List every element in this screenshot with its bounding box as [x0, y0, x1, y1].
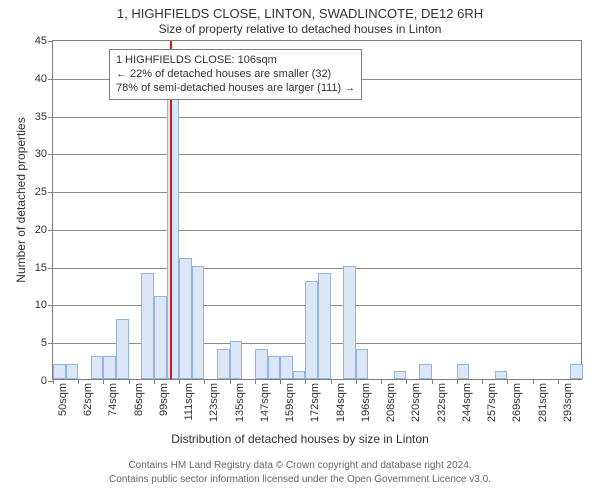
grid-line — [53, 268, 581, 269]
grid-line — [53, 192, 581, 193]
x-tick — [230, 379, 231, 384]
histogram-bar — [394, 371, 407, 379]
histogram-bar — [255, 349, 268, 379]
x-tick-label: 74sqm — [107, 383, 119, 416]
histogram-bar — [66, 364, 79, 379]
annotation-line: ← 22% of detached houses are smaller (32… — [116, 68, 355, 82]
x-tick — [356, 379, 357, 384]
x-tick-label: 220sqm — [410, 383, 422, 422]
x-tick-label: 86sqm — [133, 383, 145, 416]
histogram-bar — [356, 349, 369, 379]
histogram-bar — [91, 356, 104, 379]
y-tick-label: 30 — [35, 148, 53, 160]
histogram-bar — [419, 364, 432, 379]
annotation-line: 78% of semi-detached houses are larger (… — [116, 82, 355, 96]
x-tick-label: 62sqm — [82, 383, 94, 416]
x-tick — [507, 379, 508, 384]
histogram-bar — [103, 356, 116, 379]
histogram-bar — [293, 371, 306, 379]
chart-title: 1, HIGHFIELDS CLOSE, LINTON, SWADLINCOTE… — [0, 6, 600, 21]
x-tick — [179, 379, 180, 384]
histogram-bar — [570, 364, 583, 379]
x-tick-label: 208sqm — [385, 383, 397, 422]
y-axis-label: Number of detached properties — [14, 0, 28, 400]
x-tick — [103, 379, 104, 384]
x-tick — [432, 379, 433, 384]
histogram-bar — [457, 364, 470, 379]
histogram-bar — [167, 69, 180, 379]
x-tick — [78, 379, 79, 384]
grid-line — [53, 230, 581, 231]
y-tick-label: 35 — [35, 111, 53, 123]
x-tick — [129, 379, 130, 384]
x-tick — [331, 379, 332, 384]
annotation-box: 1 HIGHFIELDS CLOSE: 106sqm← 22% of detac… — [109, 49, 362, 100]
histogram-bar — [116, 319, 129, 379]
footer-line-2: Contains public sector information licen… — [0, 474, 600, 485]
x-tick — [305, 379, 306, 384]
x-tick-label: 147sqm — [259, 383, 271, 422]
y-tick-label: 15 — [35, 262, 53, 274]
x-tick-label: 196sqm — [360, 383, 372, 422]
x-tick — [53, 379, 54, 384]
x-tick — [204, 379, 205, 384]
x-tick — [255, 379, 256, 384]
x-tick-label: 50sqm — [57, 383, 69, 416]
x-tick — [457, 379, 458, 384]
x-tick — [406, 379, 407, 384]
x-tick-label: 269sqm — [511, 383, 523, 422]
x-tick — [381, 379, 382, 384]
x-tick-label: 99sqm — [158, 383, 170, 416]
x-tick-label: 123sqm — [208, 383, 220, 422]
y-tick-label: 40 — [35, 73, 53, 85]
x-tick — [280, 379, 281, 384]
y-tick-label: 10 — [35, 299, 53, 311]
x-tick — [154, 379, 155, 384]
x-tick-label: 257sqm — [486, 383, 498, 422]
histogram-bar — [318, 273, 331, 379]
x-tick-label: 232sqm — [436, 383, 448, 422]
histogram-bar — [280, 356, 293, 379]
plot-area: 05101520253035404550sqm62sqm74sqm86sqm99… — [52, 40, 582, 380]
histogram-bar — [154, 296, 167, 379]
x-tick-label: 184sqm — [335, 383, 347, 422]
histogram-bar — [343, 266, 356, 379]
x-tick-label: 172sqm — [309, 383, 321, 422]
x-tick — [482, 379, 483, 384]
y-tick-label: 45 — [35, 35, 53, 47]
grid-line — [53, 154, 581, 155]
x-tick-label: 293sqm — [562, 383, 574, 422]
histogram-bar — [495, 371, 508, 379]
x-tick-label: 244sqm — [461, 383, 473, 422]
histogram-bar — [230, 341, 243, 379]
y-tick-label: 20 — [35, 224, 53, 236]
x-tick — [533, 379, 534, 384]
figure-root: 1, HIGHFIELDS CLOSE, LINTON, SWADLINCOTE… — [0, 0, 600, 500]
x-tick-label: 135sqm — [234, 383, 246, 422]
histogram-bar — [305, 281, 318, 379]
histogram-bar — [192, 266, 205, 379]
grid-line — [53, 117, 581, 118]
y-tick-label: 5 — [41, 337, 53, 349]
histogram-bar — [53, 364, 66, 379]
y-tick-label: 25 — [35, 186, 53, 198]
histogram-bar — [141, 273, 154, 379]
y-tick-label: 0 — [41, 375, 53, 387]
x-tick-label: 281sqm — [537, 383, 549, 422]
x-axis-label: Distribution of detached houses by size … — [0, 432, 600, 446]
histogram-bar — [217, 349, 230, 379]
footer-line-1: Contains HM Land Registry data © Crown c… — [0, 460, 600, 471]
histogram-bar — [179, 258, 192, 379]
x-tick-label: 111sqm — [183, 383, 195, 421]
x-tick — [558, 379, 559, 384]
annotation-line: 1 HIGHFIELDS CLOSE: 106sqm — [116, 54, 355, 68]
x-tick-label: 159sqm — [284, 383, 296, 422]
chart-subtitle: Size of property relative to detached ho… — [0, 22, 600, 36]
histogram-bar — [268, 356, 281, 379]
